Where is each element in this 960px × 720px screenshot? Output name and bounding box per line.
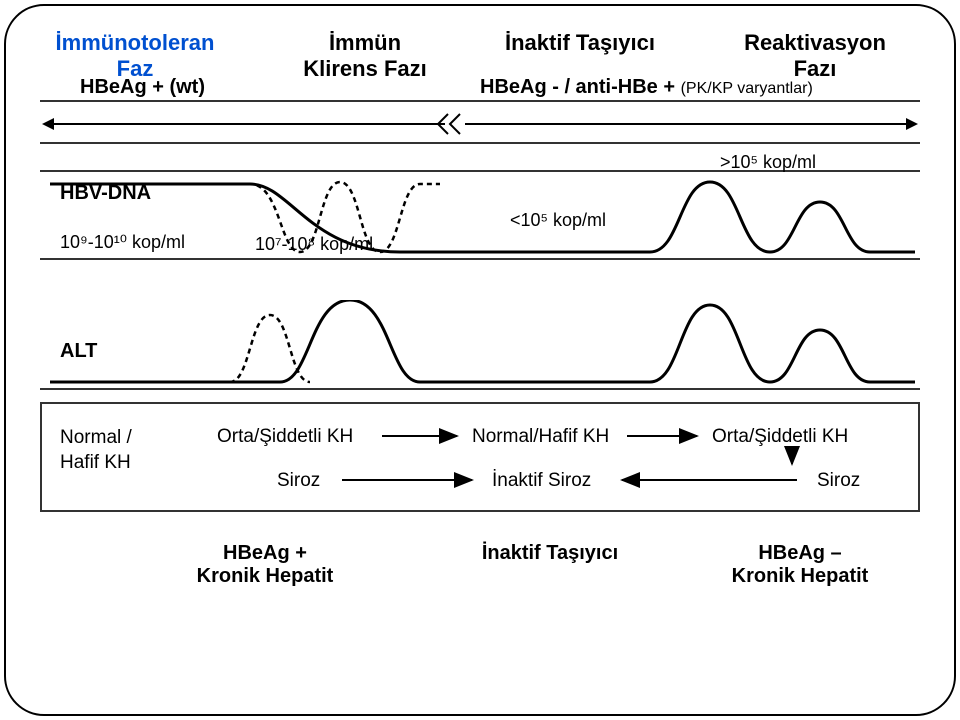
hbvdna-curve	[40, 172, 920, 262]
footer-1-l1: HBeAg +	[223, 542, 307, 564]
hbeag-right-small: (PK/KP varyantlar)	[681, 80, 813, 97]
footer-3-l1: HBeAg –	[758, 542, 841, 564]
phase-4-line1: Reaktivasyon	[744, 30, 886, 55]
footer-3-l2: Kronik Hepatit	[732, 565, 869, 587]
hbeag-right-main: HBeAg - / anti-HBe +	[480, 76, 681, 98]
footer-1-l2: Kronik Hepatit	[197, 565, 334, 587]
phase-2-line2: Klirens Fazı	[303, 56, 426, 81]
footer-1: HBeAg + Kronik Hepatit	[150, 542, 380, 588]
phase-2-line1: İmmün	[329, 30, 401, 55]
outcome-arrows	[42, 404, 922, 514]
hbeag-arrows	[40, 102, 920, 146]
footer-2-text: İnaktif Taşıyıcı	[482, 542, 618, 564]
diagram-content: İmmünotoleran Faz İmmün Klirens Fazı İna…	[40, 30, 920, 690]
footer-3: HBeAg – Kronik Hepatit	[690, 542, 910, 588]
phase-1-line1: İmmünotoleran	[56, 30, 215, 55]
phase-3-text: İnaktif Taşıyıcı	[505, 30, 655, 55]
hbeag-left: HBeAg + (wt)	[80, 76, 205, 99]
phase-2: İmmün Klirens Fazı	[280, 30, 450, 83]
hbeag-band: HBeAg + (wt) HBeAg - / anti-HBe + (PK/KP…	[40, 100, 920, 144]
footer-row: HBeAg + Kronik Hepatit İnaktif Taşıyıcı …	[40, 542, 920, 622]
phase-1: İmmünotoleran Faz	[40, 30, 230, 83]
hbvdna-band: HBV-DNA 10⁹-10¹⁰ kop/ml 10⁷-10⁸ kop/ml <…	[40, 170, 920, 260]
outcome-box: Normal / Hafif KH Orta/Şiddetli KH Siroz…	[40, 402, 920, 512]
hbeag-right: HBeAg - / anti-HBe + (PK/KP varyantlar)	[480, 76, 813, 99]
alt-curve	[40, 300, 920, 390]
alt-band: ALT	[40, 300, 920, 390]
phase-3: İnaktif Taşıyıcı	[480, 30, 680, 56]
phase-4: Reaktivasyon Fazı	[720, 30, 910, 83]
footer-2: İnaktif Taşıyıcı	[450, 542, 650, 565]
hbvdna-right: >10⁵ kop/ml	[720, 152, 816, 173]
